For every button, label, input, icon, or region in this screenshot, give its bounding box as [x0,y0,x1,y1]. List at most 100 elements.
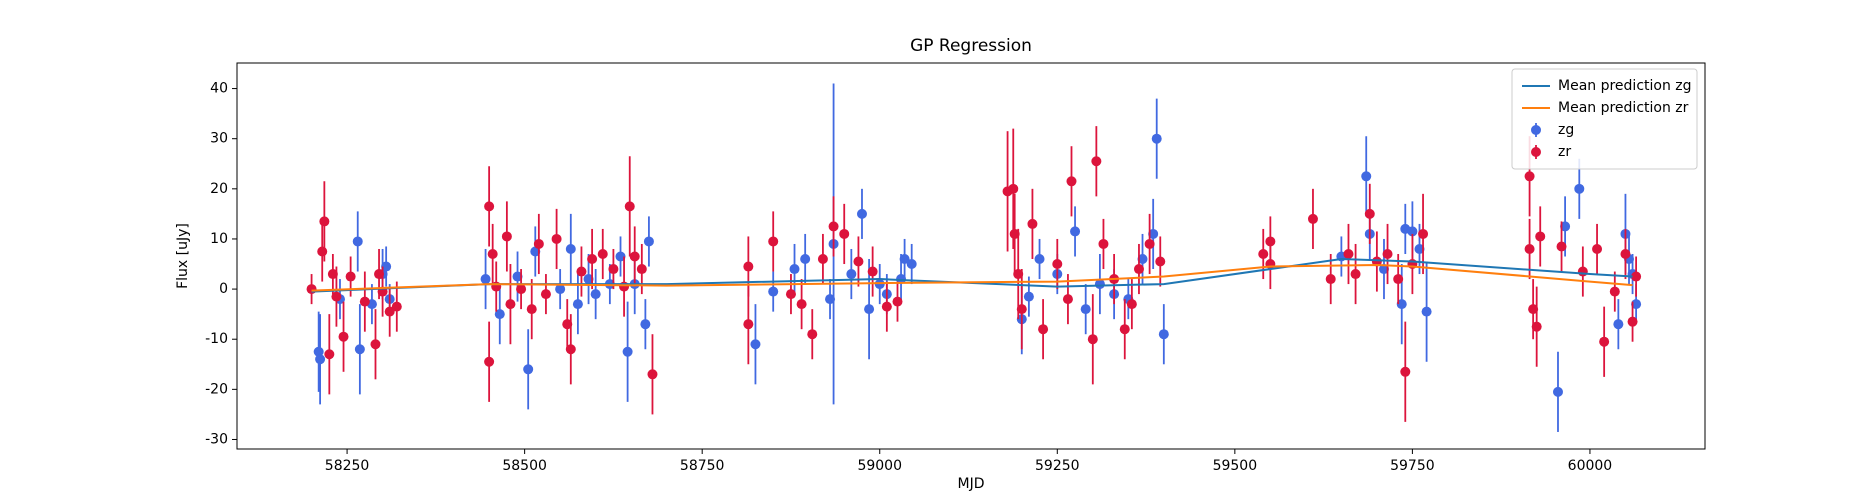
data-point [1144,238,1155,249]
mean-line [311,264,1633,292]
data-point [856,208,867,219]
data-point [643,236,654,247]
data-point [1023,291,1034,302]
legend-label: Mean prediction zr [1558,100,1689,116]
data-point [1627,316,1638,327]
data-point [1524,243,1535,254]
data-point [874,279,885,290]
y-tick-label: 0 [219,281,228,297]
data-point [1396,299,1407,310]
data-point [1038,324,1049,335]
data-point [1382,248,1393,259]
data-point [647,369,658,380]
y-tick-label: -10 [205,331,228,347]
data-point [1556,241,1567,252]
data-point [750,339,761,350]
data-point [1091,156,1102,167]
data-point [1393,274,1404,285]
data-point [640,319,651,330]
data-point [572,299,583,310]
data-point [839,228,850,239]
data-point [608,264,619,275]
data-point [516,284,527,295]
data-point [881,301,892,312]
data-point [828,221,839,232]
x-tick-label: 59500 [1213,458,1258,474]
axes-frame [236,62,1706,450]
data-point [512,271,523,282]
data-point [1027,218,1038,229]
x-tick-label: 60000 [1568,458,1613,474]
data-point [324,349,335,360]
data-point [306,284,317,295]
data-point [1258,248,1269,259]
data-point [615,251,626,262]
data-point [1631,271,1642,282]
data-point [1364,208,1375,219]
data-point [768,286,779,297]
y-tick-label: -30 [205,431,228,447]
data-point [1524,171,1535,182]
data-point [487,248,498,259]
data-point [597,248,608,259]
data-point [1013,269,1024,280]
data-point [359,296,370,307]
data-point [1592,243,1603,254]
data-point [1528,304,1539,315]
y-axis-label: Flux [uJy] [175,223,191,289]
data-point [1070,226,1081,237]
data-point [1087,334,1098,345]
data-point [807,329,818,340]
data-point [1631,299,1642,310]
data-point [768,236,779,247]
data-point [636,264,647,275]
data-point [338,331,349,342]
data-point [796,299,807,310]
data-point [484,356,495,367]
data-point [864,304,875,315]
data-point [1552,386,1563,397]
data-point [846,269,857,280]
data-point [590,289,601,300]
data-point [480,274,491,285]
x-tick-label: 58250 [325,458,370,474]
data-point [555,284,566,295]
legend-label: zg [1558,122,1574,138]
data-point [501,231,512,242]
data-point [1325,274,1336,285]
data-point [352,236,363,247]
data-point [624,201,635,212]
data-point [1126,299,1137,310]
x-tick-label: 58750 [680,458,725,474]
data-point [1613,319,1624,330]
data-point [1052,259,1063,270]
data-point [345,271,356,282]
data-point [530,246,541,257]
data-point [1577,266,1588,277]
y-tick-label: 30 [210,131,228,147]
data-point [1080,304,1091,315]
data-point [327,269,338,280]
data-point [1350,269,1361,280]
data-point [1008,183,1019,194]
legend-label: zr [1558,144,1571,160]
data-point [1119,324,1130,335]
data-point [892,296,903,307]
data-point [1343,248,1354,259]
data-point [906,259,917,270]
y-tick-label: 40 [210,81,228,97]
data-point [1137,254,1148,265]
data-point [526,304,537,315]
data-point [565,344,576,355]
x-tick-label: 59000 [857,458,902,474]
data-point [540,289,551,300]
data-point [562,319,573,330]
y-tick-label: -20 [205,381,228,397]
data-point [1034,254,1045,265]
data-point [629,251,640,262]
data-point [1620,248,1631,259]
data-point [523,364,534,375]
data-point [1066,176,1077,187]
data-point [505,299,516,310]
x-tick-label: 59750 [1390,458,1435,474]
